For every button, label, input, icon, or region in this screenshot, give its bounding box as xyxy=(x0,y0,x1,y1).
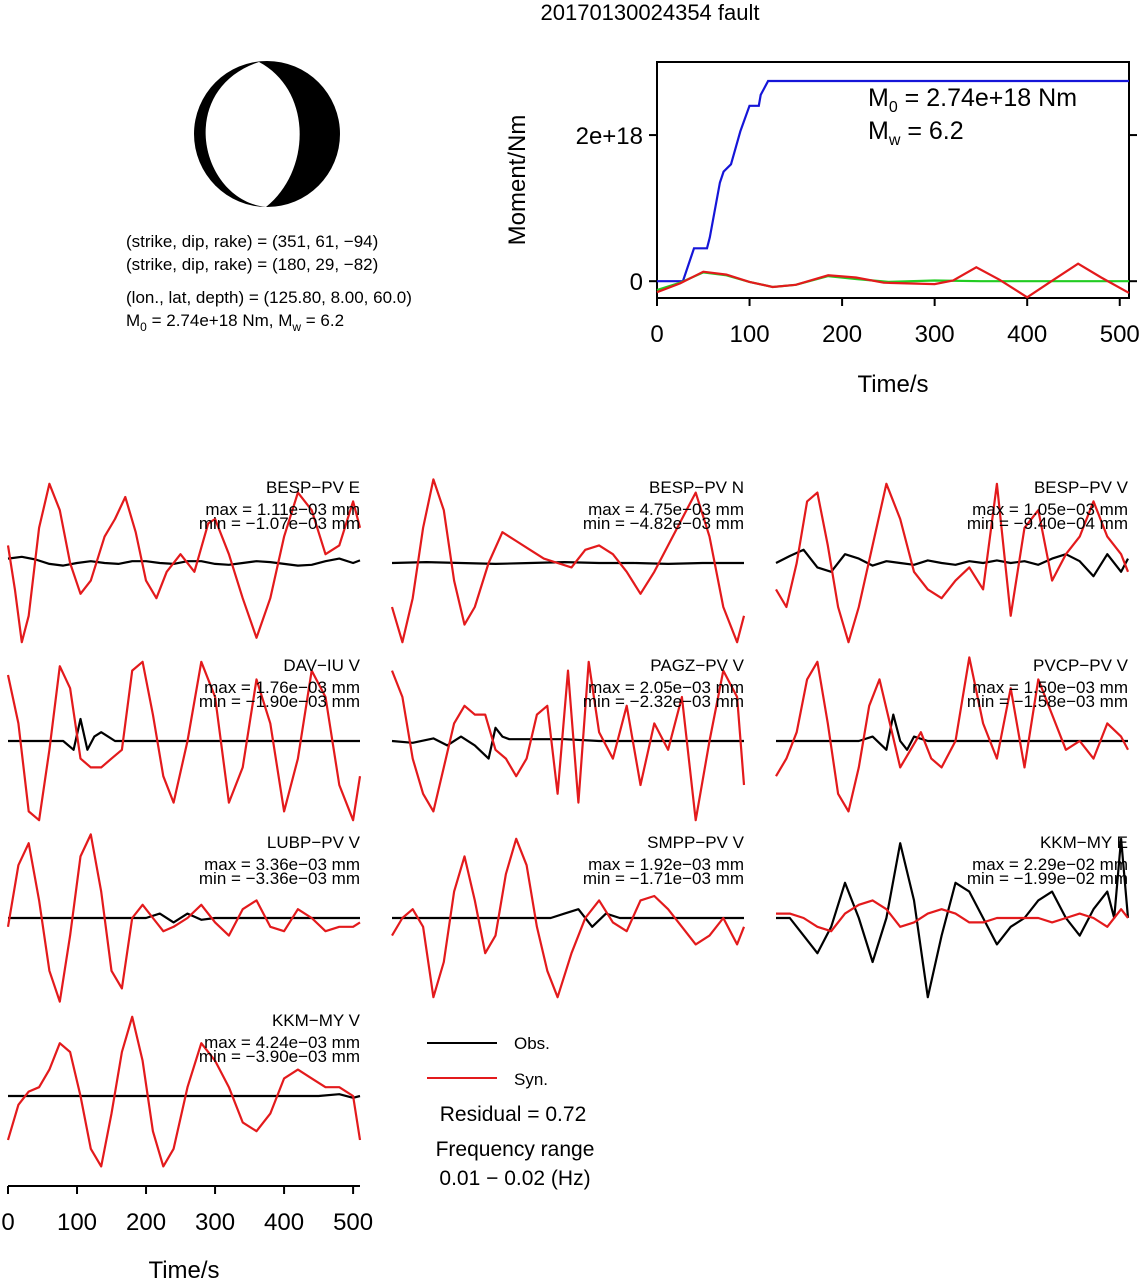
max-amplitude: max = 1.50e−03 mm xyxy=(972,678,1128,697)
waveform-xlabel: Time/s xyxy=(148,1257,219,1281)
beach-ball xyxy=(194,61,340,207)
station-label: PVCP−PV V xyxy=(1033,656,1129,675)
legend-syn-label: Syn. xyxy=(514,1070,548,1089)
max-amplitude: max = 1.11e−03 mm xyxy=(205,500,360,519)
synthetic-waveform xyxy=(6,482,362,644)
max-amplitude: max = 3.36e−03 mm xyxy=(204,855,360,874)
max-amplitude: max = 2.05e−03 mm xyxy=(588,678,744,697)
nodal-plane-1: (strike, dip, rake) = (351, 61, −94) xyxy=(126,232,379,251)
station-label: LUBP−PV V xyxy=(267,833,361,852)
station-label: SMPP−PV V xyxy=(647,833,745,852)
hypocenter-location: (lon., lat, depth) = (125.80, 8.00, 60.0… xyxy=(126,288,412,307)
synthetic-waveform xyxy=(776,899,1129,933)
frequency-title: Frequency range xyxy=(436,1138,595,1161)
waveform-xtick-label: 200 xyxy=(126,1209,166,1236)
station-label: BESP−PV V xyxy=(1034,478,1129,497)
observed-waveform xyxy=(775,548,1129,578)
moment-series-line-0 xyxy=(657,79,1129,283)
station-label: KKM−MY V xyxy=(272,1011,361,1030)
legend-obs-label: Obs. xyxy=(514,1034,550,1053)
residual-text: Residual = 0.72 xyxy=(440,1103,587,1126)
waveform-xtick-label: 400 xyxy=(264,1209,304,1236)
observed-waveform xyxy=(8,717,360,751)
synthetic-waveform xyxy=(6,1015,362,1168)
observed-waveform xyxy=(391,726,744,760)
moment-xtick-label: 500 xyxy=(1100,321,1140,348)
min-amplitude: min = −2.32e−03 mm xyxy=(583,692,744,711)
moment-ylabel: Moment/Nm xyxy=(504,115,531,246)
station-label: KKM−MY E xyxy=(1040,833,1128,852)
waveform-xtick-label: 300 xyxy=(195,1209,235,1236)
synthetic-waveform xyxy=(6,833,361,1003)
moment-magnitude-summary: M0 = 2.74e+18 Nm, Mw = 6.2 xyxy=(126,311,345,334)
max-amplitude: max = 1.05e−03 mm xyxy=(972,500,1128,519)
moment-xtick-label: 100 xyxy=(730,321,770,348)
station-label: DAV−IU V xyxy=(283,656,360,675)
observed-waveform xyxy=(7,555,361,567)
moment-series-line-2 xyxy=(656,262,1130,299)
max-amplitude: max = 2.29e−02 mm xyxy=(972,855,1128,874)
synthetic-waveform xyxy=(775,656,1129,813)
min-amplitude: min = −3.36e−03 mm xyxy=(199,869,360,888)
observed-waveform xyxy=(391,560,744,566)
observed-waveform xyxy=(8,912,360,924)
moment-xtick-label: 400 xyxy=(1007,321,1047,348)
station-label: PAGZ−PV V xyxy=(650,656,744,675)
moment-ytick-label: 0 xyxy=(630,269,643,296)
max-amplitude: max = 4.24e−03 mm xyxy=(204,1033,360,1052)
waveform-xtick-label: 100 xyxy=(57,1209,97,1236)
min-amplitude: min = −4.82e−03 mm xyxy=(583,514,744,533)
waveform-xtick-label: 0 xyxy=(1,1209,14,1236)
moment-xtick-label: 200 xyxy=(822,321,862,348)
legend: Obs. Syn. Residual = 0.72 Frequency rang… xyxy=(427,1034,594,1190)
frequency-value: 0.01 − 0.02 (Hz) xyxy=(439,1167,590,1190)
synthetic-waveform xyxy=(390,478,746,644)
min-amplitude: min = −1.71e−03 mm xyxy=(583,869,744,888)
min-amplitude: min = −1.07e−03 mm xyxy=(199,514,360,533)
moment-series xyxy=(656,79,1130,299)
moment-xlabel: Time/s xyxy=(857,371,928,398)
min-amplitude: min = −1.99e−02 mm xyxy=(967,869,1128,888)
max-amplitude: max = 1.92e−03 mm xyxy=(588,855,744,874)
figure-title: 20170130024354 fault xyxy=(541,0,760,25)
station-label: BESP−PV E xyxy=(266,478,360,497)
observed-waveform xyxy=(776,837,1130,999)
moment-m0-annotation: M0 = 2.74e+18 Nm xyxy=(868,84,1078,116)
min-amplitude: min = −3.90e−03 mm xyxy=(199,1047,360,1066)
observed-waveform xyxy=(392,908,744,928)
waveform-time-axis: 0 100 200 300 400 500 xyxy=(1,1185,373,1236)
observed-waveform xyxy=(8,1093,361,1099)
waveform-xtick-label: 500 xyxy=(333,1209,373,1236)
moment-xtick-label: 0 xyxy=(650,321,663,348)
moment-plot-frame xyxy=(656,61,1130,299)
max-amplitude: max = 4.75e−03 mm xyxy=(588,500,744,519)
moment-ytick-label: 2e+18 xyxy=(576,123,643,150)
station-label: BESP−PV N xyxy=(649,478,744,497)
synthetic-waveform xyxy=(390,660,746,822)
min-amplitude: min = −1.58e−03 mm xyxy=(967,692,1128,711)
synthetic-waveform xyxy=(391,837,746,999)
min-amplitude: min = −9.40e−04 mm xyxy=(967,514,1128,533)
synthetic-waveform xyxy=(775,482,1130,644)
min-amplitude: min = −1.90e−03 mm xyxy=(199,692,360,711)
moment-axes: 0 100 200 300 400 500 0 2e+18 xyxy=(576,123,1140,348)
max-amplitude: max = 1.76e−03 mm xyxy=(204,678,360,697)
synthetic-waveform xyxy=(6,660,362,822)
moment-xtick-label: 300 xyxy=(915,321,955,348)
moment-mw-annotation: Mw = 6.2 xyxy=(868,117,964,149)
nodal-plane-2: (strike, dip, rake) = (180, 29, −82) xyxy=(126,255,379,274)
